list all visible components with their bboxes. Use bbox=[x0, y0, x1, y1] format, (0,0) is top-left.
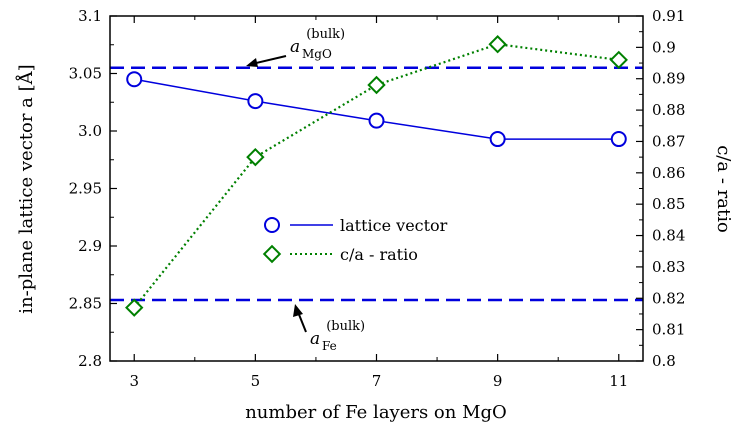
right-y-tick-label: 0.86 bbox=[652, 164, 685, 182]
right-y-axis-label: c/a - ratio bbox=[713, 145, 734, 233]
right-y-tick-label: 0.85 bbox=[652, 195, 685, 213]
right-y-tick-label: 0.82 bbox=[652, 289, 685, 307]
right-y-tick-label: 0.8 bbox=[652, 352, 676, 370]
data-point-circle bbox=[126, 71, 143, 88]
data-point-diamond bbox=[609, 50, 628, 70]
left-y-tick-label: 2.85 bbox=[69, 295, 102, 313]
left-y-tick-label: 3.1 bbox=[78, 7, 102, 25]
data-point-diamond bbox=[246, 147, 265, 167]
data-point-diamond bbox=[367, 75, 386, 95]
right-y-tick-label: 0.81 bbox=[652, 321, 685, 339]
legend-marker-diamond bbox=[262, 244, 282, 264]
mgo-annotation-arrowhead bbox=[246, 58, 258, 67]
legend-entry-c-a-ratio: c/a - ratio bbox=[262, 244, 418, 264]
left-y-axis-label: in-plane lattice vector a [Å] bbox=[15, 64, 37, 313]
left-y-tick-label: 2.9 bbox=[78, 237, 102, 255]
right-y-tick-label: 0.9 bbox=[652, 38, 676, 56]
data-point-circle bbox=[489, 131, 506, 148]
right-y-tick-label: 0.83 bbox=[652, 258, 685, 276]
right-y-tick-label: 0.84 bbox=[652, 227, 685, 245]
data-point-circle bbox=[368, 112, 385, 129]
data-point-diamond bbox=[125, 298, 144, 317]
series-markers bbox=[125, 35, 628, 317]
left-y-tick-label: 2.8 bbox=[78, 352, 102, 370]
legend-label-c-a-ratio: c/a - ratio bbox=[340, 245, 418, 264]
legend: lattice vector c/a - ratio bbox=[262, 216, 448, 264]
mgo-annotation-label: a (bulk) MgO bbox=[290, 23, 350, 61]
legend-marker-circle bbox=[264, 217, 280, 233]
x-axis-ticks: 3 5 7 9 11 bbox=[129, 16, 628, 390]
left-y-tick-label: 2.95 bbox=[69, 180, 102, 198]
x-tick-label: 11 bbox=[609, 372, 628, 390]
fe-annotation-arrow bbox=[297, 311, 307, 333]
x-tick-label: 9 bbox=[493, 372, 503, 390]
legend-entry-lattice-vector: lattice vector bbox=[264, 216, 448, 235]
data-point-diamond bbox=[488, 35, 507, 54]
right-y-tick-label: 0.89 bbox=[652, 70, 685, 88]
legend-label-lattice-vector: lattice vector bbox=[340, 216, 448, 235]
mgo-bulk-annotation: a (bulk) MgO bbox=[246, 23, 350, 67]
left-y-tick-label: 3.0 bbox=[78, 122, 102, 140]
annotations: a (bulk) MgO a (bulk) Fe bbox=[246, 23, 370, 353]
left-y-axis-ticks: 2.8 2.85 2.9 2.95 3.0 3.05 3.1 bbox=[69, 7, 117, 370]
fe-bulk-annotation: a (bulk) Fe bbox=[293, 304, 370, 353]
x-tick-label: 5 bbox=[251, 372, 261, 390]
x-axis-label: number of Fe layers on MgO bbox=[245, 402, 507, 423]
fe-annotation-arrowhead bbox=[293, 304, 303, 317]
right-y-tick-label: 0.87 bbox=[652, 132, 685, 150]
data-point-circle bbox=[247, 93, 264, 110]
right-y-axis-ticks: 0.8 0.81 0.82 0.83 0.84 0.85 0.86 0.87 0.88 0.89 0… bbox=[636, 7, 685, 370]
reference-lines bbox=[110, 66, 643, 302]
right-y-tick-label: 0.88 bbox=[652, 101, 685, 119]
x-tick-label: 3 bbox=[129, 372, 139, 390]
right-y-tick-label: 0.91 bbox=[652, 7, 685, 25]
fe-annotation-label: a (bulk) Fe bbox=[310, 315, 370, 353]
x-tick-label: 7 bbox=[372, 372, 382, 390]
mgo-annotation-arrow bbox=[251, 55, 287, 65]
data-point-circle bbox=[610, 131, 627, 148]
left-y-tick-label: 3.05 bbox=[69, 65, 102, 83]
